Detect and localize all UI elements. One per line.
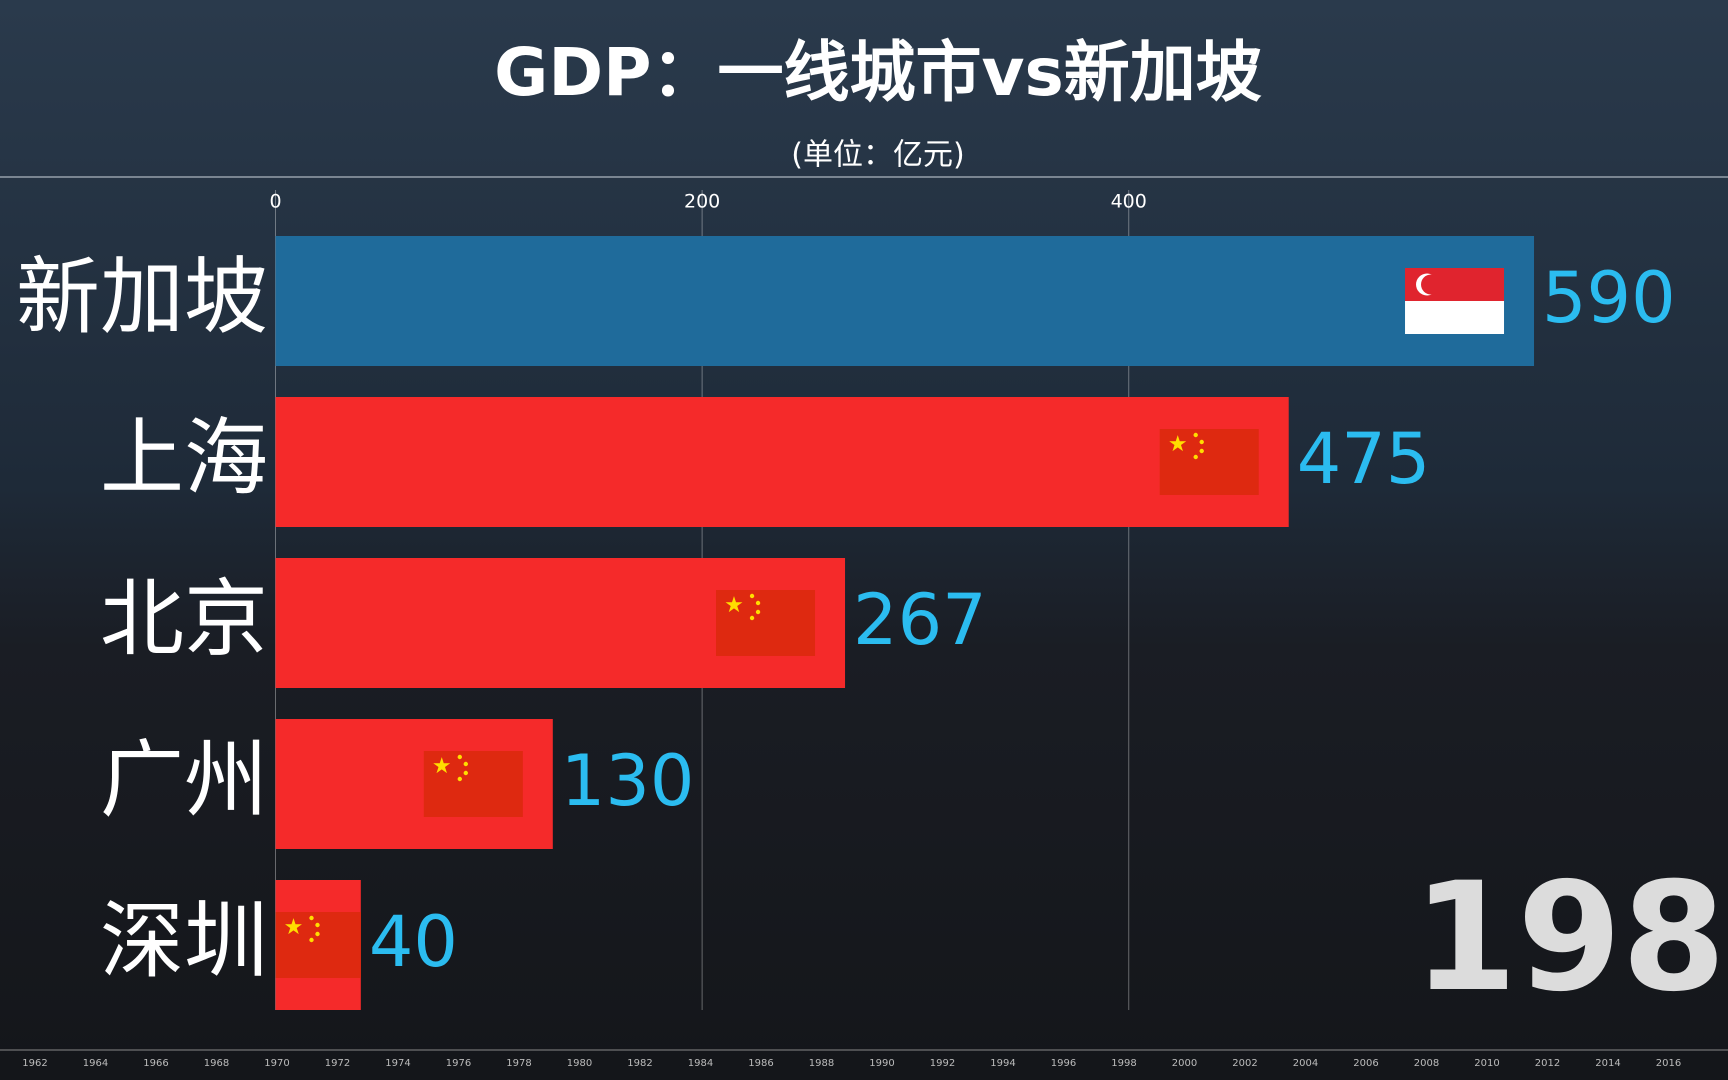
flag xyxy=(1193,454,1198,460)
y-tick-label: 上海 xyxy=(100,409,268,507)
timeline-label: 2012 xyxy=(1535,1058,1560,1069)
timeline-label: 2010 xyxy=(1474,1058,1499,1069)
timeline-label: 1966 xyxy=(143,1058,168,1069)
timeline-label: 1986 xyxy=(748,1058,773,1069)
flag: ★ xyxy=(284,915,304,940)
value-label: 40 xyxy=(369,901,458,983)
flag xyxy=(457,754,463,760)
y-tick-label: 广州 xyxy=(100,731,268,829)
flag xyxy=(309,937,314,943)
flag xyxy=(423,751,523,817)
flag xyxy=(463,770,469,776)
flag xyxy=(1199,439,1204,445)
timeline-label: 1992 xyxy=(930,1058,955,1069)
value-label: 590 xyxy=(1542,257,1676,339)
flag xyxy=(315,922,320,928)
flag: ★ xyxy=(724,593,744,618)
timeline-label: 1982 xyxy=(627,1058,652,1069)
timeline-label: 1978 xyxy=(506,1058,531,1069)
y-tick-label: 深圳 xyxy=(100,892,268,990)
flag xyxy=(716,590,816,656)
flag: ★ xyxy=(1168,432,1188,457)
value-label: 130 xyxy=(561,740,695,822)
timeline-label: 2006 xyxy=(1353,1058,1378,1069)
flag xyxy=(463,761,469,767)
timeline-label: 1976 xyxy=(446,1058,471,1069)
timeline-label: 1972 xyxy=(325,1058,350,1069)
timeline-label: 1998 xyxy=(1111,1058,1136,1069)
flag xyxy=(755,600,761,606)
timeline-label: 1968 xyxy=(204,1058,229,1069)
y-tick-label: 新加坡 xyxy=(16,248,268,346)
flag xyxy=(755,609,761,615)
timeline-label: 1994 xyxy=(990,1058,1015,1069)
y-tick-label: 北京 xyxy=(100,570,268,668)
flag xyxy=(749,593,755,599)
timeline-label: 1980 xyxy=(567,1058,592,1069)
flag xyxy=(1405,301,1505,334)
timeline-label: 1970 xyxy=(264,1058,289,1069)
chart-title: GDP：一线城市vs新加坡 xyxy=(494,34,1262,111)
value-label: 267 xyxy=(853,579,987,661)
flag xyxy=(457,776,463,782)
flag xyxy=(749,615,755,621)
x-tick-label: 200 xyxy=(684,191,720,213)
bar xyxy=(275,397,1289,527)
chart-subtitle: (单位：亿元) xyxy=(791,138,964,173)
flag xyxy=(309,915,314,921)
timeline-label: 2014 xyxy=(1595,1058,1620,1069)
flag xyxy=(315,931,320,937)
year-label: 198 xyxy=(1413,851,1726,1025)
timeline-label: 1996 xyxy=(1051,1058,1076,1069)
timeline-label: 1990 xyxy=(869,1058,894,1069)
timeline-label: 1962 xyxy=(22,1058,47,1069)
timeline-label: 2004 xyxy=(1293,1058,1318,1069)
flag xyxy=(1421,274,1442,295)
flag xyxy=(1193,432,1198,438)
flag: ★ xyxy=(432,754,452,779)
timeline-label: 2000 xyxy=(1172,1058,1197,1069)
x-tick-label: 400 xyxy=(1111,191,1147,213)
timeline-label: 1988 xyxy=(809,1058,834,1069)
flag xyxy=(1159,429,1259,495)
x-tick-label: 0 xyxy=(269,191,281,213)
timeline-label: 2016 xyxy=(1656,1058,1681,1069)
timeline-label: 1974 xyxy=(385,1058,410,1069)
timeline-label: 2002 xyxy=(1232,1058,1257,1069)
flag xyxy=(1199,448,1204,454)
value-label: 475 xyxy=(1297,418,1431,500)
timeline-label: 1984 xyxy=(688,1058,713,1069)
bar xyxy=(275,236,1535,366)
timeline-label: 2008 xyxy=(1414,1058,1439,1069)
timeline-label: 1964 xyxy=(83,1058,108,1069)
